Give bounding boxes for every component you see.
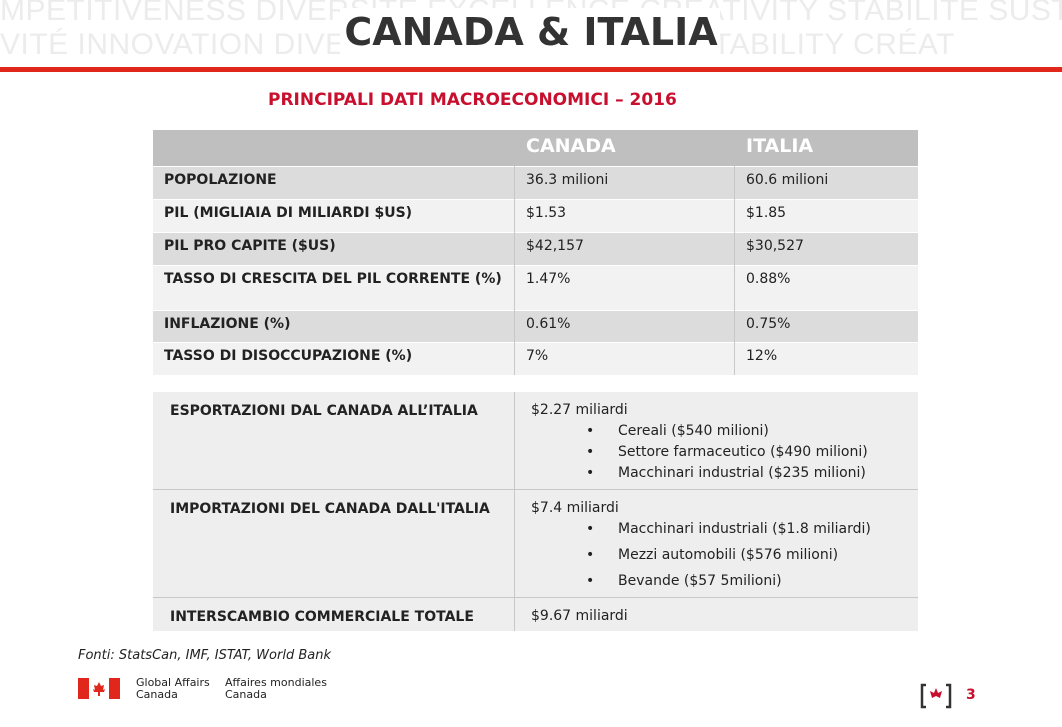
label-cell: PIL PRO CAPITE ($US) xyxy=(153,232,515,265)
list-item: Mezzi automobili ($576 milioni) xyxy=(618,547,839,563)
list-item: Macchinari industrial ($235 milioni) xyxy=(618,465,866,481)
row xyxy=(153,342,918,375)
bullet: • xyxy=(586,423,595,439)
flag xyxy=(78,678,120,699)
label-cell: ESPORTAZIONI DAL CANADA ALL’ITALIA xyxy=(153,392,515,490)
page-number: 3 xyxy=(966,687,976,703)
row xyxy=(153,232,918,265)
row xyxy=(153,598,918,631)
value-cell: 0.61% xyxy=(515,310,735,342)
total-cell: $9.67 miliardi xyxy=(531,608,628,624)
label-cell: INTERSCAMBIO COMMERCIALE TOTALE xyxy=(153,598,515,631)
row xyxy=(153,392,918,490)
row xyxy=(153,310,918,342)
column-header: ITALIA xyxy=(746,135,814,157)
list-item: Cereali ($540 milioni) xyxy=(618,423,769,439)
label-cell: TASSO DI DISOCCUPAZIONE (%) xyxy=(153,342,515,375)
label-cell: INFLAZIONE (%) xyxy=(153,310,515,342)
title-backdrop xyxy=(340,8,720,58)
logo-en: Global Affairs Canada xyxy=(136,676,210,701)
total-cell: $2.27 miliardi xyxy=(531,402,628,418)
value-cell: $1.85 xyxy=(746,205,787,221)
label-cell: POPOLAZIONE xyxy=(153,166,515,199)
value-cell: 0.88% xyxy=(746,271,791,287)
value-cell: $1.53 xyxy=(515,199,735,232)
list-item: Bevande ($57 5milioni) xyxy=(618,573,782,589)
value-cell: 12% xyxy=(746,348,778,364)
list-item: Macchinari industriali ($1.8 miliardi) xyxy=(618,521,871,537)
bullet: • xyxy=(586,573,595,589)
value-cell: 1.47% xyxy=(515,265,735,310)
column-header: CANADA xyxy=(526,135,616,157)
label-cell: IMPORTAZIONI DEL CANADA DALL'ITALIA xyxy=(153,490,515,598)
label-cell: PIL (MIGLIAIA DI MILIARDI $US) xyxy=(153,199,515,232)
bullet: • xyxy=(586,465,595,481)
row xyxy=(153,265,918,310)
value-cell: 60.6 milioni xyxy=(746,172,829,188)
row xyxy=(153,490,918,598)
header-row xyxy=(153,130,918,166)
label-cell: TASSO DI CRESCITA DEL PIL CORRENTE (%) xyxy=(153,265,515,310)
total-cell: $7.4 miliardi xyxy=(531,500,619,516)
row xyxy=(153,166,918,199)
rule xyxy=(0,67,1062,72)
value-cell: $42,157 xyxy=(515,232,735,265)
bullet: • xyxy=(586,444,595,460)
value-cell: $30,527 xyxy=(746,238,804,254)
bullet: • xyxy=(586,521,595,537)
row xyxy=(153,199,918,232)
title: CANADA & ITALIA xyxy=(344,10,718,54)
value-cell: 36.3 milioni xyxy=(515,166,735,199)
list-item: Settore farmaceutico ($490 milioni) xyxy=(618,444,868,460)
subtitle: PRINCIPALI DATI MACROECONOMICI – 2016 xyxy=(268,90,677,110)
bullet: • xyxy=(586,547,595,563)
value-cell: 7% xyxy=(515,342,735,375)
logo-fr: Affaires mondiales Canada xyxy=(225,676,327,701)
page-logo xyxy=(920,683,952,709)
value-cell: 0.75% xyxy=(746,316,791,332)
source: Fonti: StatsCan, IMF, ISTAT, World Bank xyxy=(78,648,331,663)
